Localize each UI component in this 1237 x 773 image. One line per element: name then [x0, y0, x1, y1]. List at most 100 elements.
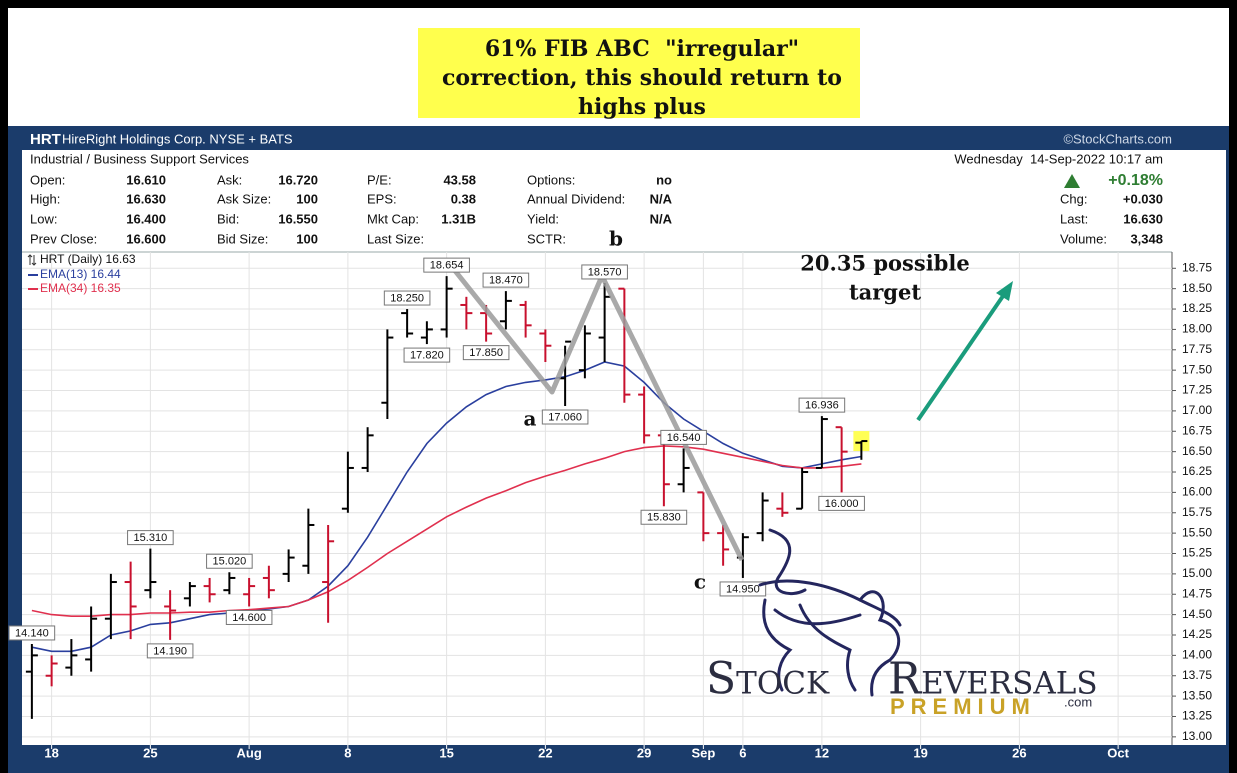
sector: Industrial / Business Support Services [30, 151, 249, 166]
x-tick-label: 29 [637, 745, 651, 760]
y-tick-label: 15.25 [1182, 546, 1212, 560]
callout-line: correction, this should return to [442, 65, 842, 91]
field-value: 100 [296, 231, 318, 246]
field-label: Last Size: [367, 231, 424, 246]
field-label: Ask Size: [217, 191, 271, 206]
field-label: Last: [1060, 211, 1088, 226]
y-tick-label: 16.25 [1182, 464, 1212, 478]
label-box [798, 397, 846, 413]
timestamp: Wednesday 14-Sep-2022 10:17 am [954, 151, 1163, 166]
x-tick-label: 6 [739, 745, 746, 760]
field-label: High: [30, 191, 60, 206]
plot-area [25, 276, 870, 719]
field-label: SCTR: [527, 231, 566, 246]
callout-box [418, 28, 860, 118]
y-tick-label: 17.25 [1182, 383, 1212, 397]
change-pct: +0.18% [1108, 172, 1163, 189]
field-value: 16.600 [126, 231, 166, 246]
label-box [8, 625, 56, 641]
bar-label: 18.654 [430, 260, 464, 272]
x-tick-label: 22 [538, 745, 552, 760]
y-tick-label: 17.75 [1182, 342, 1212, 356]
bar-label: 14.190 [153, 645, 187, 657]
bull-logo [758, 528, 902, 697]
y-tick-label: 18.75 [1182, 260, 1212, 274]
field-label: Prev Close: [30, 231, 97, 246]
y-tick-label: 13.00 [1182, 729, 1212, 743]
field-label: Open: [30, 172, 65, 187]
y-tick-label: 13.50 [1182, 688, 1212, 702]
x-tick-label: Sep [691, 745, 715, 760]
field-value: 100 [296, 191, 318, 206]
x-tick-label: Aug [236, 745, 261, 760]
label-box [225, 609, 273, 625]
target-note: 20.35 possible [800, 251, 969, 276]
chart-body [22, 150, 1226, 745]
field-label: Annual Dividend: [527, 191, 625, 206]
field-value: N/A [650, 191, 673, 206]
target-arrow [916, 294, 1005, 422]
field-label: Bid Size: [217, 231, 268, 246]
label-box [719, 581, 767, 597]
field-label: Mkt Cap: [367, 211, 419, 226]
field-value: 0.38 [451, 191, 476, 206]
callout-line: highs plus [578, 94, 706, 120]
label-box [383, 290, 431, 306]
field-value: 43.58 [443, 172, 476, 187]
y-tick-label: 13.25 [1182, 709, 1212, 723]
y-tick-label: 14.00 [1182, 648, 1212, 662]
field-label: Yield: [527, 211, 559, 226]
label-box [146, 643, 194, 659]
label-box [403, 347, 451, 363]
label-box [206, 553, 253, 569]
y-tick-label: 14.75 [1182, 586, 1212, 600]
field-label: P/E: [367, 172, 392, 187]
x-tick-label: 15 [439, 745, 453, 760]
bar-label: 15.830 [647, 512, 681, 524]
label-box [640, 509, 688, 525]
label-box [462, 345, 510, 361]
field-label: Ask: [217, 172, 242, 187]
target-arrow-head [996, 281, 1013, 301]
y-tick-label: 17.50 [1182, 362, 1212, 376]
y-tick-label: 15.75 [1182, 505, 1212, 519]
legend-entry: EMA(13) 16.44 [40, 267, 121, 281]
bar-label: 15.020 [213, 556, 247, 568]
logo-suffix: .com [1064, 694, 1092, 709]
logo-word: Stock [706, 654, 830, 705]
bar-label: 17.060 [548, 411, 582, 423]
bar-label: 16.000 [825, 498, 859, 510]
field-value: 1.31B [441, 211, 476, 226]
bar-label: 14.950 [726, 583, 760, 595]
company-name: HireRight Holdings Corp. NYSE + BATS [62, 131, 293, 146]
abc-wave-line [446, 260, 745, 562]
field-value: N/A [650, 211, 673, 226]
y-tick-label: 13.75 [1182, 668, 1212, 682]
bar-label: 18.470 [489, 275, 523, 287]
field-label: Chg: [1060, 191, 1087, 206]
y-tick-label: 14.25 [1182, 627, 1212, 641]
field-label: Bid: [217, 211, 239, 226]
up-triangle [1064, 174, 1080, 188]
bar-label: 15.310 [134, 532, 168, 544]
y-tick-label: 18.00 [1182, 322, 1212, 336]
legend-entry: EMA(34) 16.35 [40, 281, 121, 295]
symbol: HRT [30, 131, 61, 148]
y-tick-label: 15.00 [1182, 566, 1212, 580]
y-tick-label: 14.50 [1182, 607, 1212, 621]
label-box [818, 495, 865, 511]
y-tick-label: 16.50 [1182, 444, 1212, 458]
label-box [127, 530, 174, 546]
bar-label: 14.600 [232, 612, 266, 624]
x-tick-label: Oct [1107, 745, 1129, 760]
y-tick-label: 15.50 [1182, 525, 1212, 539]
bar-label: 18.570 [588, 266, 622, 278]
source: ©StockCharts.com [1063, 131, 1172, 146]
field-value: 16.630 [1123, 211, 1163, 226]
legend-title: HRT (Daily) 16.63 [40, 252, 136, 266]
x-tick-label: 18 [44, 745, 58, 760]
label-box [660, 429, 707, 445]
logo-word: Reversals [888, 654, 1098, 705]
label-box [581, 264, 628, 280]
field-label: Volume: [1060, 231, 1107, 246]
